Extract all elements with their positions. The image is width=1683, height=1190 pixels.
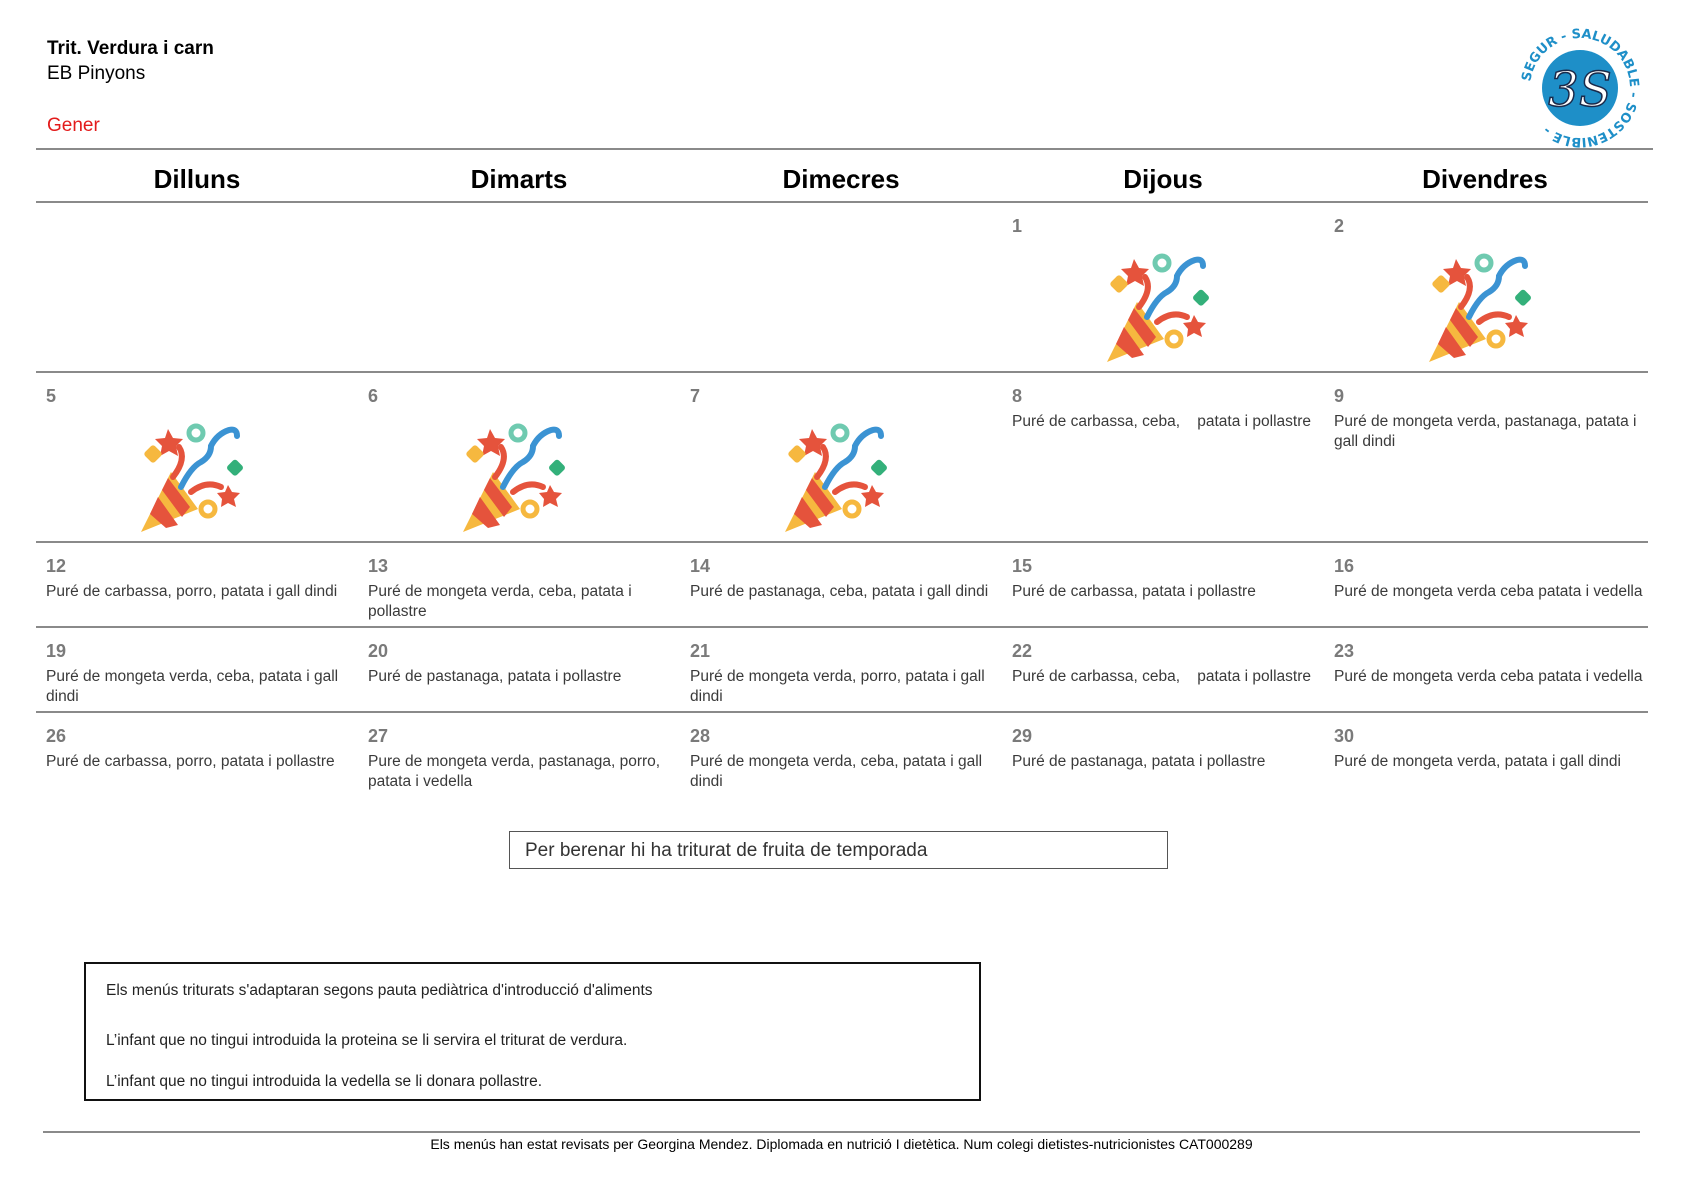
day-header-dilluns: Dilluns	[153, 164, 241, 194]
day-number: 14	[690, 556, 711, 576]
menu-text: Puré de pastanaga, patata i pollastre	[1012, 753, 1266, 770]
svg-text:3S: 3S	[1548, 62, 1611, 118]
header-divider	[36, 201, 1648, 203]
day-number: 27	[368, 726, 389, 746]
notes-box: Els menús triturats s'adaptaran segons p…	[84, 962, 981, 1101]
day-header-divendres: Divendres	[1422, 164, 1548, 194]
day-header-dimarts: Dimarts	[470, 164, 568, 194]
day-number: 6	[368, 386, 379, 406]
month-label: Gener	[47, 115, 100, 136]
footer-divider	[43, 1131, 1640, 1133]
snack-note: Per berenar hi ha triturat de fruita de …	[509, 831, 1168, 869]
row-divider	[36, 711, 1648, 713]
day-number: 19	[46, 641, 67, 661]
day-number: 9	[1334, 386, 1345, 406]
note: L’infant que no tingui introduida la ved…	[106, 1073, 543, 1090]
menu-text: Puré de mongeta verda ceba patata i vede…	[1334, 668, 1643, 685]
menu-text: Puré de mongeta verda ceba patata i vede…	[1334, 583, 1643, 600]
menu-text: Puré de pastanaga, ceba, patata i gall d…	[690, 583, 989, 600]
day-number: 15	[1012, 556, 1033, 576]
day-header-dijous: Dijous	[1123, 164, 1203, 194]
menu-text: Puré de mongeta verda, patata i gall din…	[1334, 753, 1621, 770]
day-number: 12	[46, 556, 67, 576]
menu-text: Puré de carbassa, ceba, patata i pollast…	[1012, 413, 1311, 430]
menu-text: Pure de mongeta verda, pastanaga, porro,…	[368, 753, 665, 790]
row-divider	[36, 541, 1648, 543]
day-number: 7	[690, 386, 701, 406]
row-divider	[36, 371, 1648, 373]
party-popper-icon	[458, 417, 578, 537]
day-number: 30	[1334, 726, 1355, 746]
party-popper-icon	[1102, 247, 1222, 367]
party-popper-icon	[780, 417, 900, 537]
day-number: 16	[1334, 556, 1355, 576]
school-name: EB Pinyons	[47, 63, 146, 84]
day-number: 21	[690, 641, 711, 661]
day-number: 28	[690, 726, 711, 746]
menu-text: Puré de carbassa, ceba, patata i pollast…	[1012, 668, 1311, 685]
menu-text: Puré de mongeta verda, pastanaga, patata…	[1334, 413, 1641, 450]
top-divider	[36, 148, 1653, 150]
menu-text: Puré de carbassa, patata i pollastre	[1012, 583, 1256, 600]
menu-text: Puré de mongeta verda, porro, patata i g…	[690, 668, 989, 705]
menu-text: Puré de carbassa, porro, patata i pollas…	[46, 753, 335, 770]
note: Els menús triturats s'adaptaran segons p…	[106, 982, 653, 999]
row-divider	[36, 626, 1648, 628]
menu-text: Puré de mongeta verda, ceba, patata i ga…	[46, 668, 343, 705]
footer-credit: Els menús han estat revisats per Georgin…	[430, 1136, 1253, 1152]
day-header-dimecres: Dimecres	[782, 164, 900, 194]
day-number: 8	[1012, 386, 1023, 406]
day-number: 2	[1334, 216, 1345, 236]
menu-title: Trit. Verdura i carn	[47, 38, 214, 59]
menu-text: Puré de pastanaga, patata i pollastre	[368, 668, 622, 685]
day-number: 1	[1012, 216, 1023, 236]
party-popper-icon	[136, 417, 256, 537]
logo-3s: 3S SEGUR - SALUDABLE - SOSTENIBLE -	[1520, 28, 1640, 148]
day-number: 29	[1012, 726, 1033, 746]
menu-text: Puré de mongeta verda, ceba, patata i ga…	[690, 753, 987, 790]
party-popper-icon	[1424, 247, 1544, 367]
day-number: 26	[46, 726, 67, 746]
note: L’infant que no tingui introduida la pro…	[106, 1032, 628, 1049]
day-number: 13	[368, 556, 389, 576]
day-number: 23	[1334, 641, 1355, 661]
day-number: 22	[1012, 641, 1033, 661]
menu-text: Puré de mongeta verda, ceba, patata i po…	[368, 583, 636, 620]
day-number: 20	[368, 641, 389, 661]
menu-text: Puré de carbassa, porro, patata i gall d…	[46, 583, 338, 600]
day-number: 5	[46, 386, 57, 406]
